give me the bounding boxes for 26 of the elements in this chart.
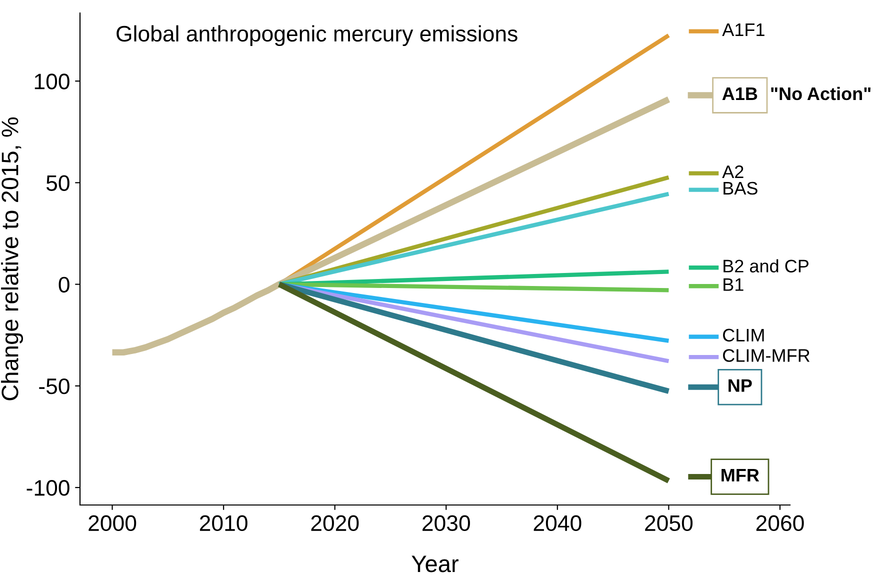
legend-label: A1B	[722, 88, 758, 100]
x-tick-label: 2000	[88, 515, 136, 532]
y-tick-label: 0	[58, 276, 70, 293]
legend-label: B1	[724, 278, 744, 291]
x-tick-label: 2030	[422, 515, 470, 532]
y-tick-label: -100	[26, 480, 70, 496]
legend-label: NP	[728, 379, 752, 392]
y-tick-label: 50	[46, 175, 70, 191]
x-tick-label: 2020	[311, 515, 359, 532]
legend-label: BAS	[724, 182, 758, 195]
legend-label: B2 and CP	[724, 259, 808, 272]
legend-label: CLIM	[723, 328, 764, 342]
x-tick-label: 2010	[200, 515, 248, 532]
legend-label: MFR	[722, 469, 760, 482]
x-tick-label: 2060	[756, 515, 804, 532]
text: Global anthropogenic mercury emissions	[116, 25, 518, 46]
y-tick-label: 100	[34, 74, 70, 90]
annotation: "No Action"	[771, 86, 870, 100]
y-axis-title: Change relative to 2015, %	[1, 117, 24, 400]
legend-label: A1F1	[722, 24, 764, 36]
x-tick-label: 2050	[645, 515, 693, 532]
x-tick-label: 2040	[534, 515, 582, 532]
legend-label: CLIM-MFR	[723, 349, 810, 362]
legend-label: A2	[722, 165, 744, 178]
y-tick-label: -50	[39, 378, 70, 394]
x-axis-title: Year	[412, 556, 458, 572]
